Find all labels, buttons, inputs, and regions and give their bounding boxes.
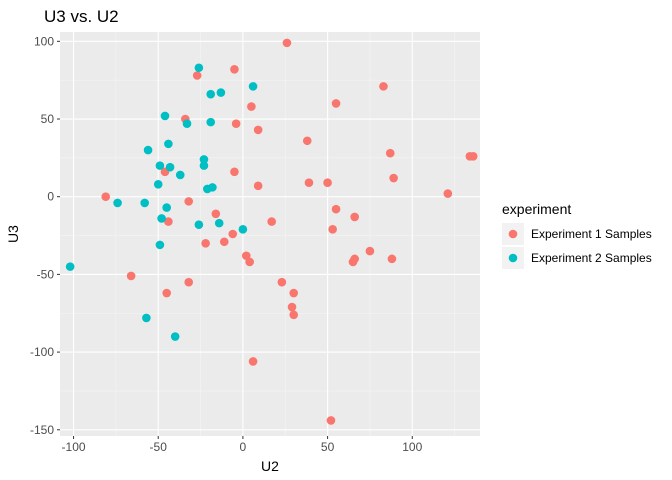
data-point <box>199 155 209 164</box>
y-tick-label: 0 <box>47 190 54 204</box>
data-point <box>211 209 221 219</box>
data-point <box>153 179 163 189</box>
data-point <box>184 277 194 287</box>
data-point <box>142 313 151 323</box>
data-point <box>206 117 216 127</box>
data-point <box>248 357 258 366</box>
x-tick-label: 50 <box>321 440 335 454</box>
x-axis-ticks: -100 -50 0 50 100 <box>62 436 423 454</box>
chart-title: U3 vs. U2 <box>44 7 119 26</box>
y-tick-label: -100 <box>30 345 54 359</box>
data-point <box>170 332 180 341</box>
data-point <box>253 181 263 191</box>
grid-lines <box>60 32 480 436</box>
data-point <box>379 82 388 91</box>
data-point <box>348 257 358 267</box>
data-point <box>267 217 276 226</box>
data-point <box>443 189 453 198</box>
data-point <box>182 119 192 128</box>
legend: experiment Experiment 1 Samples Experimen… <box>502 201 652 269</box>
data-point <box>208 183 217 192</box>
data-point <box>238 225 248 234</box>
data-point <box>230 64 239 74</box>
y-axis-title: U3 <box>5 225 21 243</box>
data-point <box>214 218 224 228</box>
x-tick-label: -100 <box>62 440 86 454</box>
data-point <box>160 111 170 121</box>
data-point <box>164 217 173 226</box>
data-point <box>143 145 153 155</box>
data-point <box>387 254 397 264</box>
y-axis-ticks: -150 -100 -50 0 50 100 <box>30 34 60 437</box>
data-point <box>228 229 238 239</box>
data-point <box>164 139 173 149</box>
data-point <box>326 416 336 425</box>
data-point <box>389 173 398 183</box>
data-point <box>277 277 287 287</box>
data-point <box>140 198 149 208</box>
data-point <box>162 203 171 212</box>
x-axis-title: U2 <box>261 458 279 474</box>
x-tick-label: 100 <box>402 440 422 454</box>
legend-marker <box>508 253 518 263</box>
data-point <box>162 288 171 298</box>
x-tick-label: -50 <box>150 440 168 454</box>
x-tick-label: 0 <box>240 440 247 454</box>
data-point <box>206 89 216 99</box>
data-point <box>287 302 297 312</box>
data-point <box>248 82 258 91</box>
data-point <box>365 246 375 256</box>
data-point <box>282 38 292 48</box>
data-point <box>194 220 204 229</box>
data-point <box>113 198 122 208</box>
data-point <box>216 88 226 97</box>
data-point <box>194 63 204 73</box>
data-point <box>65 262 75 271</box>
data-point <box>350 212 359 222</box>
legend-marker <box>508 229 518 239</box>
data-point <box>126 271 136 281</box>
data-point <box>385 148 395 158</box>
data-point <box>184 197 194 206</box>
data-point <box>468 152 478 161</box>
data-point <box>289 310 299 320</box>
data-point <box>231 119 241 128</box>
data-point <box>247 102 256 111</box>
data-point <box>323 178 332 188</box>
data-point <box>155 240 165 250</box>
data-point <box>165 162 175 172</box>
data-point <box>192 71 202 80</box>
y-tick-label: 100 <box>34 34 54 48</box>
data-point <box>328 225 337 234</box>
y-tick-label: 50 <box>41 112 55 126</box>
data-point <box>304 178 314 188</box>
y-tick-label: -50 <box>37 267 55 281</box>
data-point <box>157 214 166 223</box>
data-point <box>289 288 299 298</box>
data-point <box>101 192 111 202</box>
data-point <box>155 161 165 170</box>
data-point <box>230 167 239 177</box>
legend-title: experiment <box>502 201 571 217</box>
data-points <box>65 38 478 425</box>
data-point <box>199 161 209 170</box>
data-point <box>331 204 341 214</box>
plot-panel <box>60 32 480 436</box>
data-point <box>201 239 210 248</box>
legend-label: Experiment 2 Samples <box>531 251 652 265</box>
y-tick-label: -150 <box>30 423 54 437</box>
series-1 <box>101 38 478 425</box>
legend-label: Experiment 1 Samples <box>531 227 652 241</box>
data-point <box>245 257 254 267</box>
data-point <box>219 237 229 247</box>
data-point <box>302 136 312 146</box>
data-point <box>253 125 263 135</box>
series-2 <box>65 63 258 341</box>
data-point <box>331 99 341 108</box>
data-point <box>175 170 185 180</box>
